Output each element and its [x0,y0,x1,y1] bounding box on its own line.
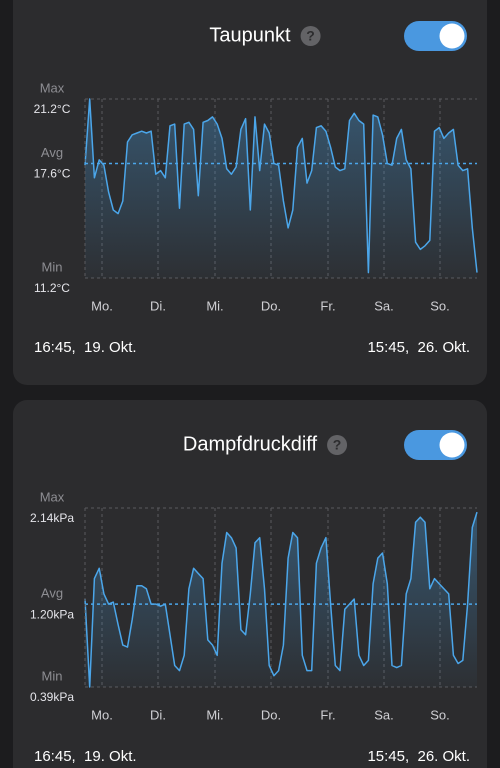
help-icon-glyph: ? [333,437,342,453]
day-label: Do. [261,707,281,722]
y-tick-label: 21.2°C [34,102,71,116]
day-label: Mo. [91,707,113,722]
y-tick-name: Avg [41,145,63,160]
y-tick-label: 2.14kPa [30,511,74,525]
line [84,98,478,274]
day-label: Sa. [374,298,394,313]
help-icon[interactable] [300,26,321,46]
y-tick-label: 1.20kPa [30,607,74,621]
range-end: 15:45, 26. Okt. [367,748,470,765]
range-end: 15:45, 26. Okt. [367,339,470,356]
y-tick-name: Max [40,80,65,95]
day-label: Mo. [91,298,113,313]
day-label: So. [430,298,450,313]
help-icon[interactable] [327,435,348,455]
day-label: So. [430,707,450,722]
toggle-knob [439,23,465,49]
day-label: Sa. [374,707,394,722]
day-label: Mi. [206,707,223,722]
y-tick-name: Avg [41,586,63,601]
card-title: Taupunkt [209,24,291,46]
day-label: Fr. [320,298,335,313]
day-label: Mi. [206,298,223,313]
line [84,511,478,688]
day-label: Fr. [320,707,335,722]
y-tick-label: 0.39kPa [30,690,74,704]
range-start: 16:45, 19. Okt. [34,339,137,356]
y-tick-name: Min [42,668,63,683]
y-tick-label: 11.2°C [34,281,70,295]
toggle-knob [439,432,465,458]
range-start: 16:45, 19. Okt. [34,748,137,765]
card-title: Dampfdruckdiff [183,433,318,455]
area [85,512,477,687]
day-label: Di. [150,298,166,313]
y-tick-label: 17.6°C [34,167,71,181]
day-label: Di. [150,707,166,722]
y-tick-name: Max [40,489,65,504]
help-icon-glyph: ? [306,28,315,44]
day-label: Do. [261,298,281,313]
y-tick-name: Min [42,259,63,274]
